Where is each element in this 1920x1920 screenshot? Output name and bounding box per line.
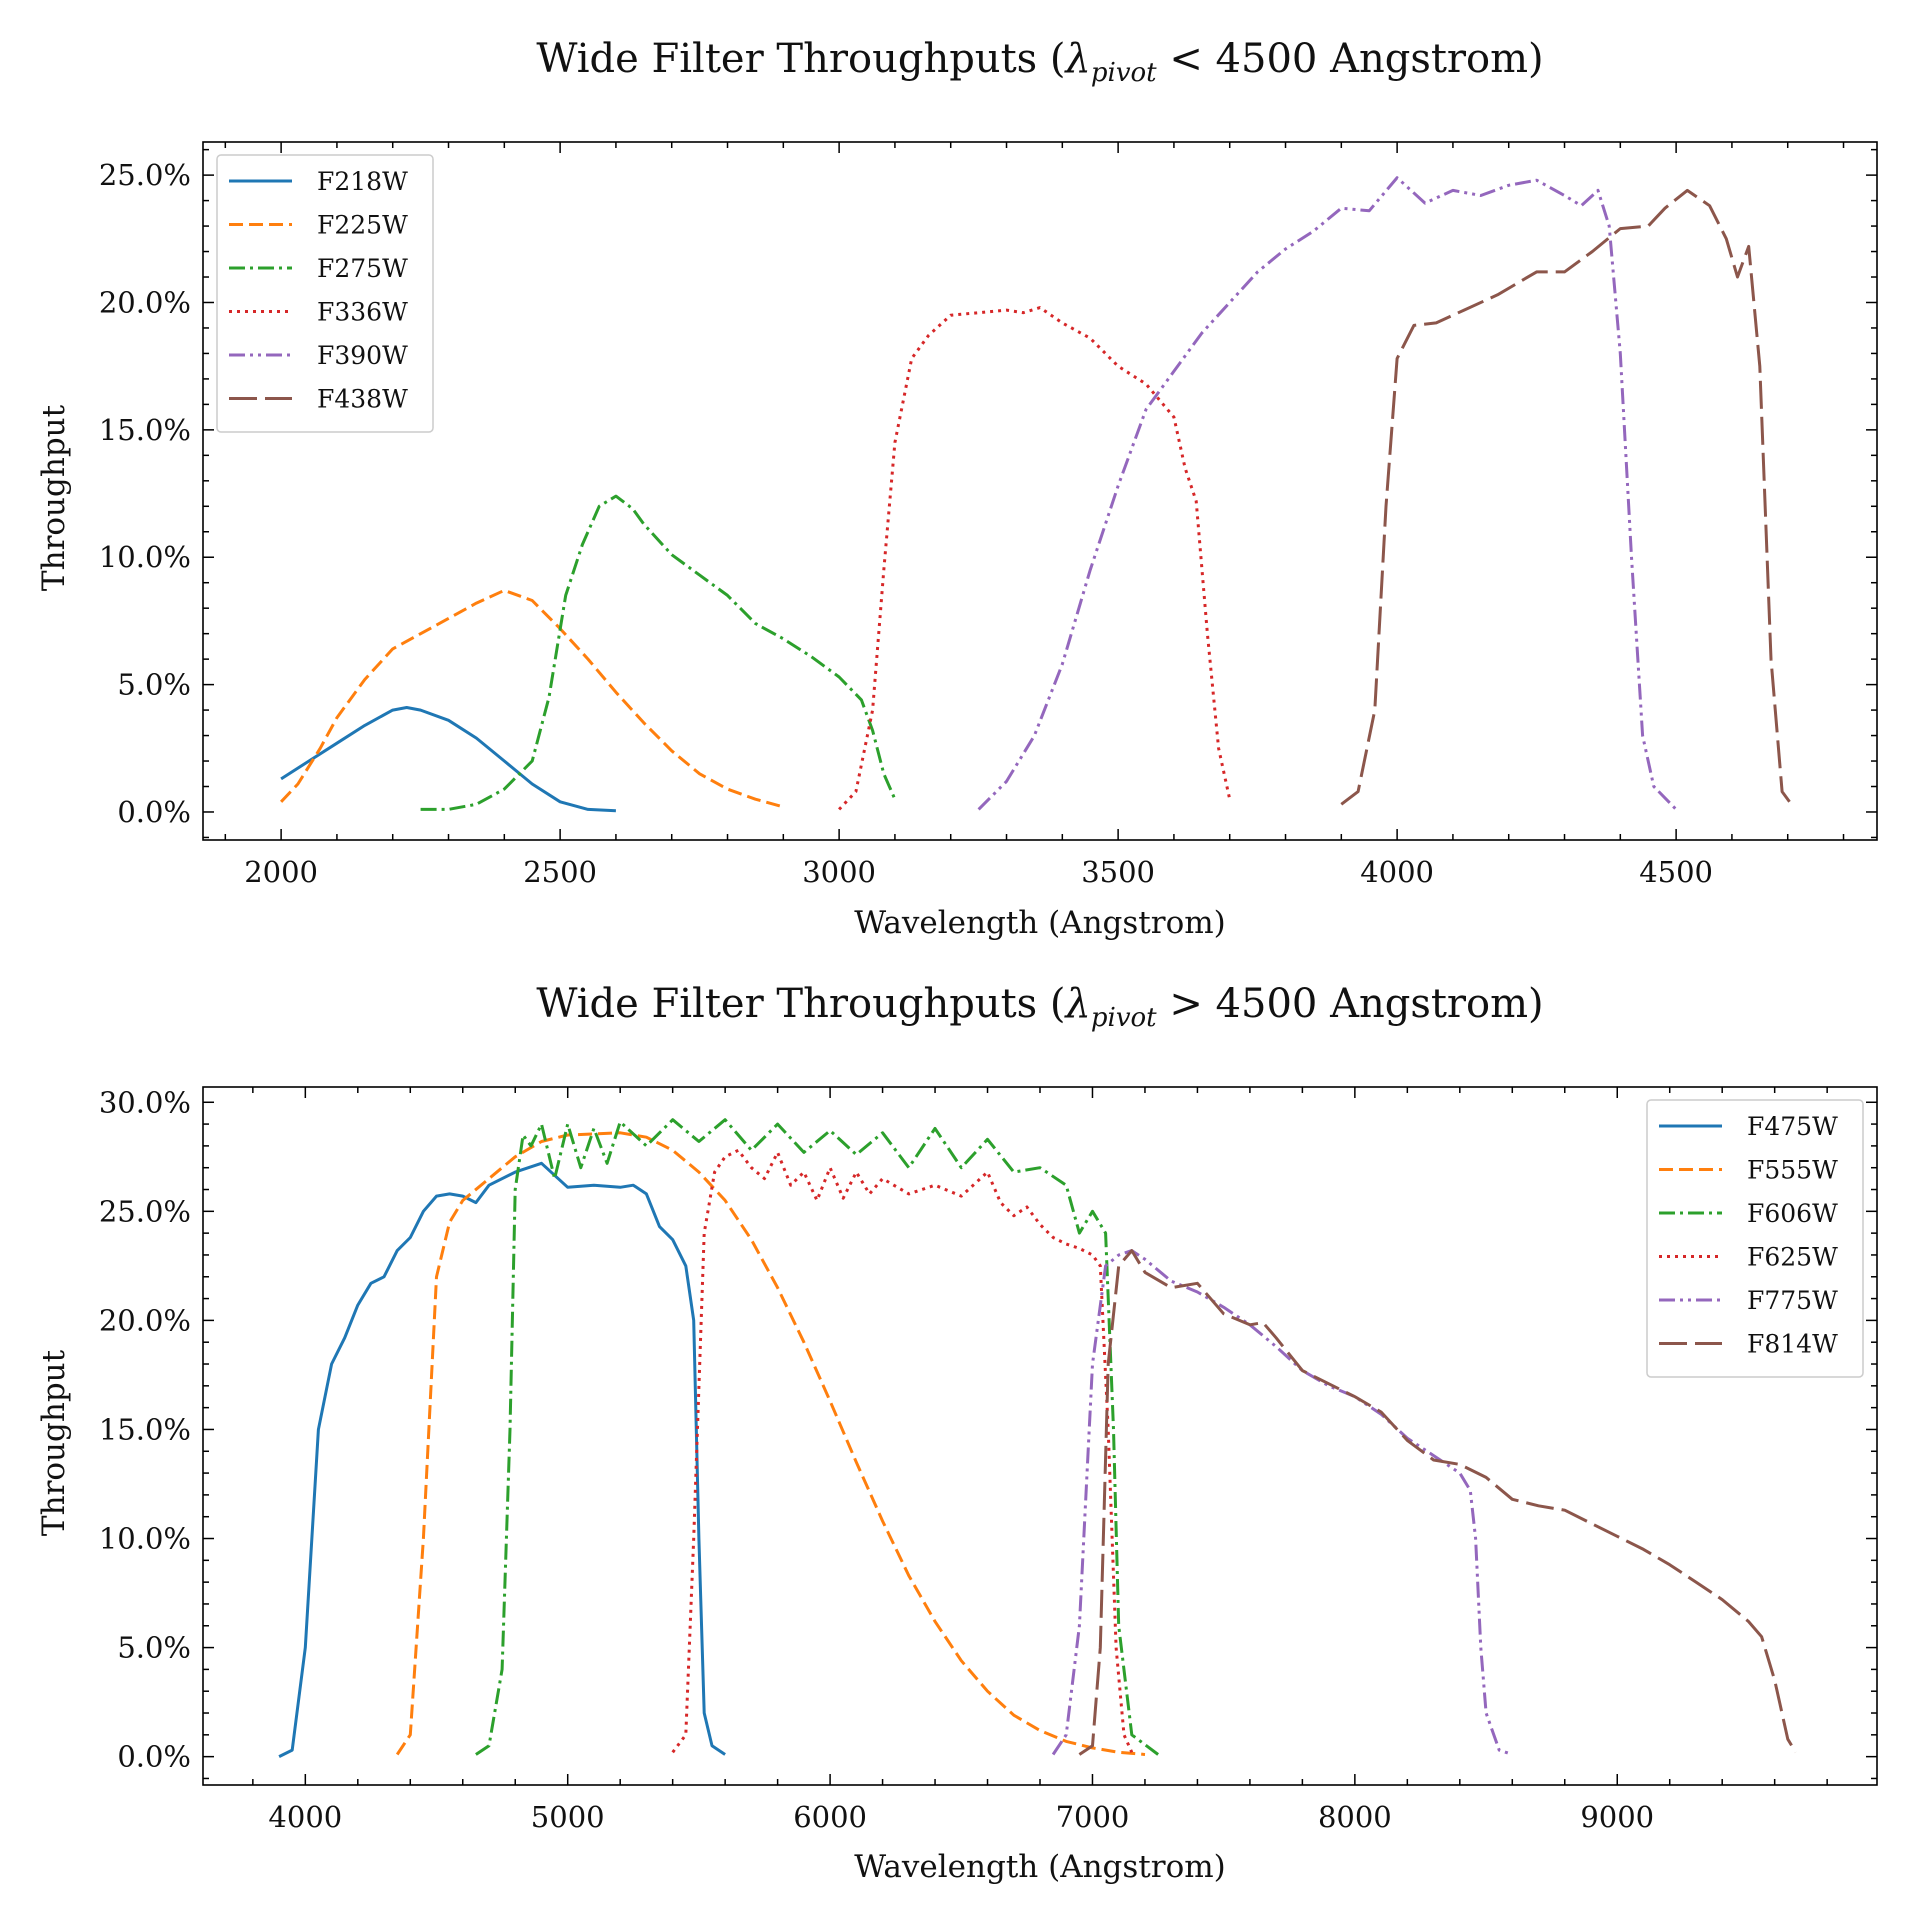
legend-label: F475W — [1747, 1112, 1838, 1141]
x-tick-label: 6000 — [793, 1800, 867, 1834]
y-tick-label: 5.0% — [117, 668, 191, 702]
legend-label: F775W — [1747, 1286, 1838, 1315]
y-tick-label: 30.0% — [99, 1085, 191, 1119]
legend-label: F625W — [1747, 1243, 1838, 1272]
x-tick-label: 7000 — [1056, 1800, 1130, 1834]
chart-panel-bottom: Wide Filter Throughputs (λpivot > 4500 A… — [36, 981, 1878, 1885]
plot-frame — [202, 1086, 1878, 1786]
x-tick-label: 4000 — [1360, 855, 1434, 889]
series-line-f275w — [420, 494, 897, 811]
chart-panel-top: Wide Filter Throughputs (λpivot < 4500 A… — [36, 36, 1878, 941]
legend-label: F555W — [1747, 1156, 1838, 1185]
y-tick-label: 15.0% — [99, 413, 191, 447]
chart-title: Wide Filter Throughputs (λpivot > 4500 A… — [536, 981, 1543, 1033]
x-tick-label: 3500 — [1081, 855, 1155, 889]
y-tick-label: 0.0% — [117, 1740, 191, 1774]
series-line-f814w — [1078, 1249, 1797, 1756]
y-tick-label: 10.0% — [99, 1522, 191, 1556]
x-axis-label: Wavelength (Angstrom) — [854, 1849, 1226, 1885]
legend-label: F275W — [317, 254, 408, 283]
plot-frame — [202, 141, 1878, 841]
y-axis-label: Throughput — [36, 1349, 72, 1536]
x-tick-label: 2000 — [244, 855, 318, 889]
series-group — [278, 1118, 1797, 1758]
series-line-f438w — [1340, 188, 1795, 808]
series-line-f625w — [671, 1148, 1134, 1754]
y-tick-label: 10.0% — [99, 540, 191, 574]
series-line-f225w — [280, 588, 784, 809]
chart-title: Wide Filter Throughputs (λpivot < 4500 A… — [536, 36, 1543, 88]
y-axis-label: Throughput — [36, 404, 72, 591]
series-line-f390w — [977, 176, 1678, 811]
legend-label: F218W — [317, 167, 408, 196]
x-tick-label: 3000 — [802, 855, 876, 889]
legend-label: F336W — [317, 298, 408, 327]
series-line-f218w — [280, 706, 616, 813]
y-tick-label: 20.0% — [99, 285, 191, 319]
x-axis-label: Wavelength (Angstrom) — [854, 905, 1226, 941]
series-line-f775w — [1051, 1249, 1513, 1756]
y-tick-label: 25.0% — [99, 1194, 191, 1228]
y-tick-label: 20.0% — [99, 1303, 191, 1337]
x-tick-label: 4500 — [1639, 855, 1713, 889]
legend-label: F606W — [1747, 1199, 1838, 1228]
x-tick-label: 2500 — [523, 855, 597, 889]
y-tick-label: 0.0% — [117, 795, 191, 829]
series-group — [280, 176, 1795, 813]
y-tick-label: 25.0% — [99, 158, 191, 192]
series-line-f606w — [475, 1118, 1159, 1756]
y-tick-label: 15.0% — [99, 1412, 191, 1446]
legend: F218W F225W F275W F336W F390W F438W — [216, 154, 434, 433]
x-tick-label: 4000 — [268, 1800, 342, 1834]
series-line-f336w — [838, 306, 1232, 811]
legend-label: F814W — [1747, 1330, 1838, 1359]
x-tick-label: 9000 — [1580, 1800, 1654, 1834]
legend-label: F438W — [317, 385, 408, 414]
series-line-f475w — [278, 1161, 726, 1758]
legend: F475W F555W F606W F625W F775W F814W — [1646, 1099, 1864, 1378]
legend-label: F390W — [317, 341, 408, 370]
y-tick-label: 5.0% — [117, 1631, 191, 1665]
x-tick-label: 5000 — [531, 1800, 605, 1834]
legend-label: F225W — [317, 211, 408, 240]
x-tick-label: 8000 — [1318, 1800, 1392, 1834]
series-line-f555w — [395, 1131, 1146, 1756]
